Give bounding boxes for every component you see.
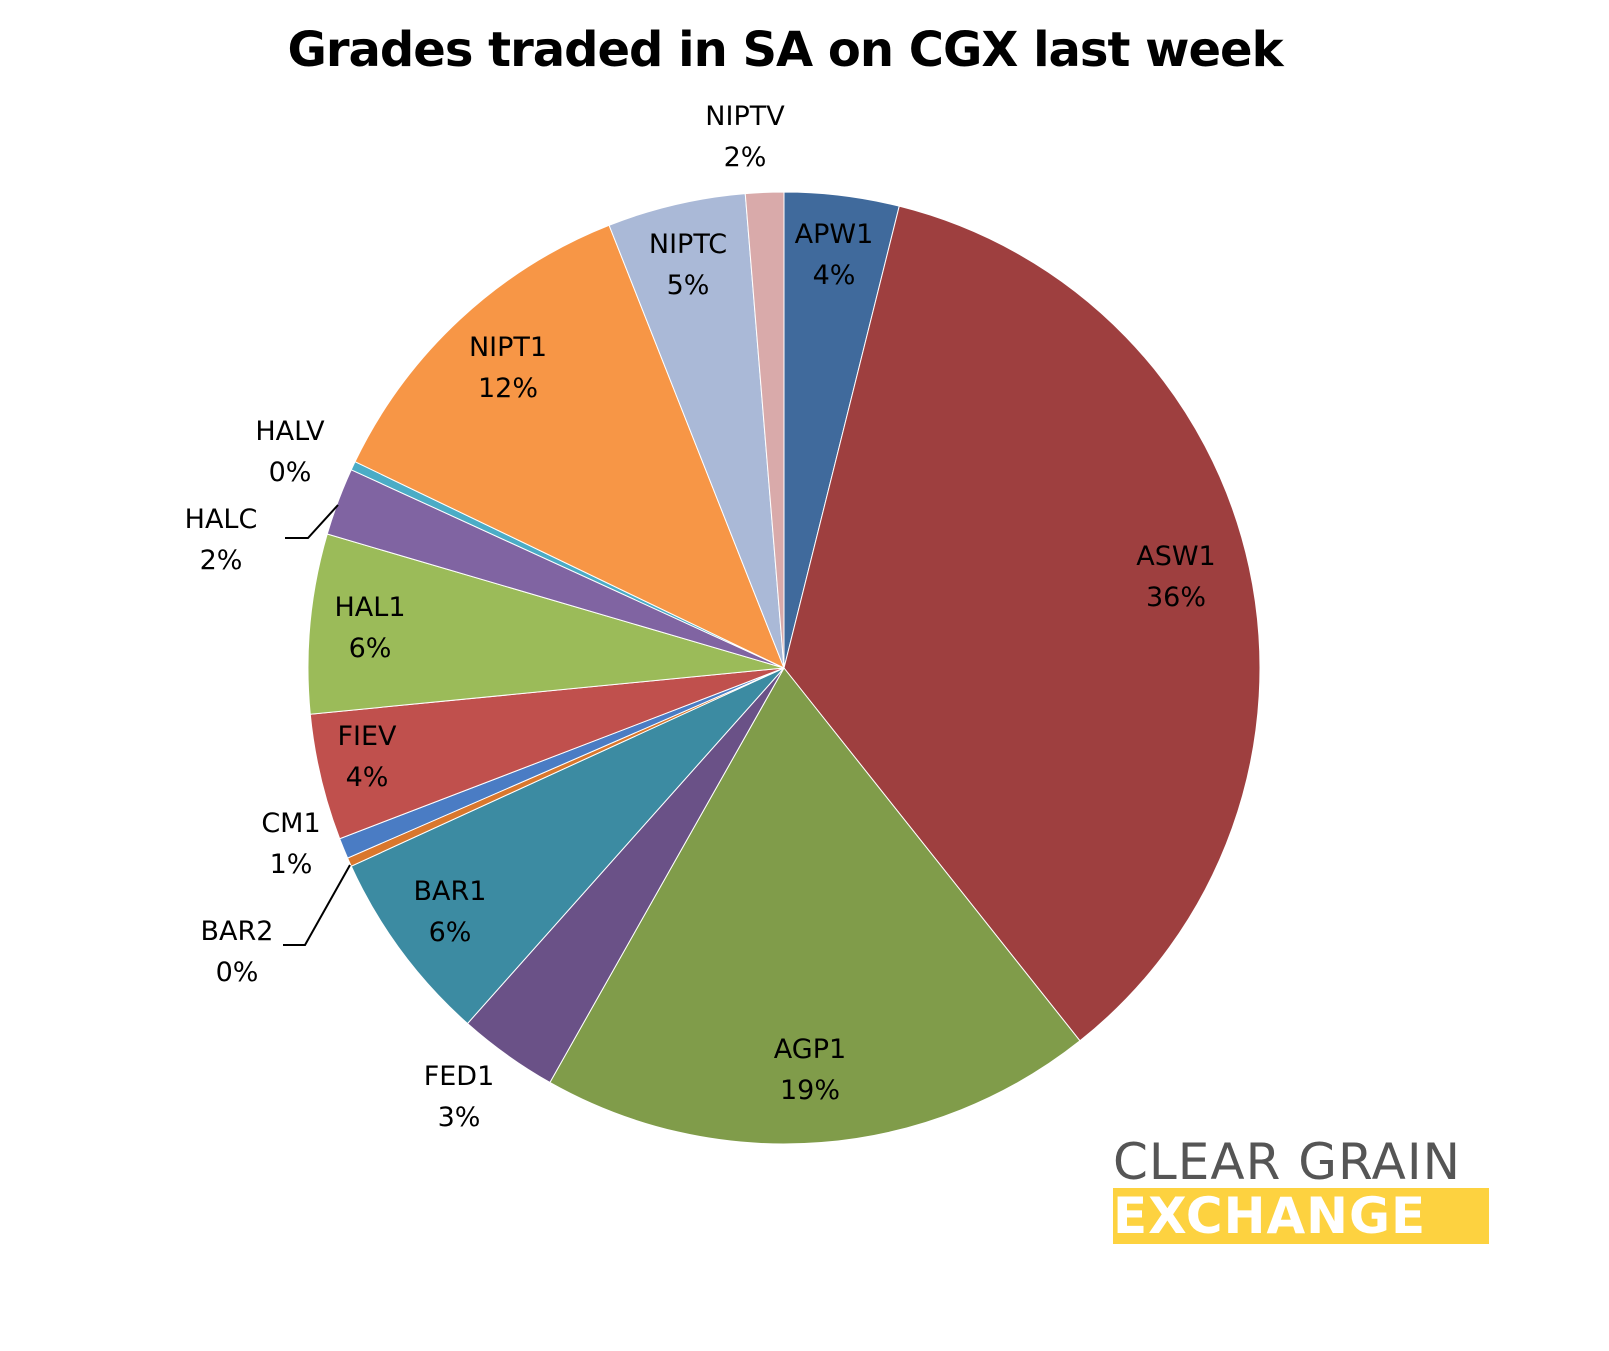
pie-slice-niptv (744, 191, 785, 669)
slice-pct-niptc: 5% (667, 270, 710, 301)
leader-line-halc (285, 504, 339, 539)
leader-line-bar2 (283, 864, 351, 946)
slice-label-fiev: FIEV (337, 721, 397, 752)
slice-pct-bar2: 0% (216, 957, 259, 988)
slice-label-halv: HALV (255, 416, 325, 447)
logo-line2: EXCHANGE (1113, 1188, 1489, 1244)
slice-label-agp1: AGP1 (774, 1034, 846, 1065)
slice-pct-halc: 2% (200, 545, 243, 576)
slice-label-nipt1: NIPT1 (469, 332, 547, 363)
slice-pct-fiev: 4% (346, 762, 389, 793)
slice-pct-fed1: 3% (438, 1102, 481, 1133)
pie-slice-asw1 (783, 205, 1261, 1042)
slice-label-cm1: CM1 (261, 808, 320, 839)
chart-title: Grades traded in SA on CGX last week (287, 22, 1283, 78)
slice-pct-cm1: 1% (270, 849, 313, 880)
pie-slice-agp1 (549, 667, 1081, 1145)
clear-grain-exchange-logo: CLEAR GRAIN EXCHANGE (1113, 1136, 1489, 1244)
slice-label-bar2: BAR2 (201, 916, 274, 947)
pie-slice-bar1 (350, 667, 785, 1025)
slice-pct-halv: 0% (269, 457, 312, 488)
slice-pct-bar1: 6% (429, 917, 472, 948)
slice-label-halc: HALC (185, 504, 258, 535)
slice-label-asw1: ASW1 (1136, 541, 1215, 572)
slice-pct-nipt1: 12% (478, 373, 538, 404)
slice-pct-agp1: 19% (780, 1075, 840, 1106)
pie-slice-nipt1 (354, 224, 785, 670)
slice-label-hal1: HAL1 (335, 592, 406, 623)
slice-label-niptc: NIPTC (649, 229, 727, 260)
slice-label-bar1: BAR1 (414, 876, 487, 907)
slice-label-niptv: NIPTV (705, 101, 785, 132)
logo-line1: CLEAR GRAIN (1113, 1133, 1462, 1191)
slice-pct-asw1: 36% (1146, 582, 1206, 613)
pie-slice-hal1 (307, 533, 785, 715)
slice-label-fed1: FED1 (424, 1061, 495, 1092)
slice-pct-niptv: 2% (724, 142, 767, 173)
slice-label-apw1: APW1 (795, 219, 874, 250)
slice-pct-hal1: 6% (349, 633, 392, 664)
slice-pct-apw1: 4% (813, 260, 856, 291)
